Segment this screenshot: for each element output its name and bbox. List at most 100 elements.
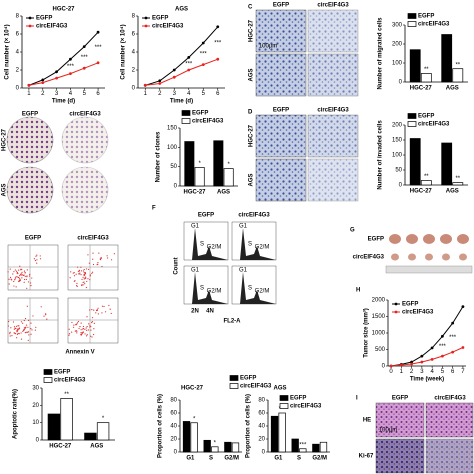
flow-dot	[26, 269, 28, 271]
y-tick-label: 2	[132, 68, 136, 74]
flow-plot	[7, 297, 59, 344]
flow-dot	[93, 328, 95, 330]
flow-dot	[30, 327, 32, 330]
flow-dot	[8, 278, 10, 280]
histogram-frame	[183, 265, 229, 305]
flow-dot	[84, 277, 86, 279]
x-axis-label: Time (week)	[410, 377, 444, 383]
y-axis-label: Proportion of cells (%)	[158, 394, 164, 458]
x-tick-label: S	[297, 456, 301, 462]
flow-dot	[93, 322, 95, 324]
flow-plot	[67, 297, 119, 344]
flow-dot	[31, 277, 33, 279]
flow-dot	[21, 271, 23, 273]
label: circEIF4G3	[77, 236, 109, 242]
flow-dot	[83, 274, 85, 276]
flow-dot	[80, 274, 82, 276]
label: G2/M	[255, 245, 270, 251]
flow-dot	[27, 331, 30, 333]
flow-dot	[34, 329, 36, 331]
flow-dot	[18, 276, 20, 279]
flow-dot	[79, 326, 81, 328]
flow-dot	[23, 329, 25, 331]
flow-plot	[67, 244, 119, 291]
data-point	[461, 305, 465, 308]
bar	[213, 140, 224, 187]
flow-dot	[75, 323, 77, 326]
label: EGFP	[25, 236, 41, 242]
data-point	[187, 56, 191, 59]
x-tick-label: 3	[173, 91, 177, 97]
flow-dot	[43, 315, 45, 317]
flow-dot	[27, 326, 29, 328]
x-tick-label: 1	[144, 91, 148, 97]
flow-plot	[7, 244, 59, 291]
flow-dot	[23, 274, 25, 276]
flow-dot	[84, 333, 86, 335]
flow-dot	[39, 258, 42, 260]
data-point	[410, 360, 414, 364]
significance: ***	[200, 51, 208, 57]
x-tick-label: AGS	[446, 86, 459, 92]
x-tick-label: 3	[420, 369, 424, 375]
flow-dot	[91, 321, 93, 324]
flow-dot	[99, 258, 101, 260]
flow-dot	[76, 282, 78, 285]
flow-dot	[26, 305, 28, 307]
flow-dot	[35, 255, 37, 257]
flow-dot	[91, 321, 93, 323]
chart-title: HGC-27	[181, 386, 204, 392]
y-tick-label: 80	[258, 398, 265, 404]
legend-marker	[28, 24, 32, 28]
significance: ***	[95, 45, 103, 51]
y-tick-label: 300	[392, 23, 403, 29]
significance: ***	[214, 41, 222, 47]
panel-letter: G	[350, 228, 355, 234]
x-tick-label: AGS	[446, 189, 459, 195]
significance: **	[424, 174, 429, 180]
flow-dot	[81, 333, 83, 335]
significance: ***	[279, 407, 287, 413]
flow-dot	[17, 332, 19, 335]
flow-dot	[76, 322, 79, 324]
flow-dot	[76, 266, 79, 268]
bar	[420, 73, 432, 83]
flow-dot	[83, 268, 85, 271]
flow-dot	[71, 321, 73, 324]
flow-dot	[83, 278, 85, 280]
x-tick-label: 2	[41, 91, 45, 97]
flow-dot	[15, 270, 18, 272]
flow-dot	[30, 333, 32, 335]
bar	[203, 439, 211, 453]
flow-dot	[92, 252, 94, 254]
flow-dot	[18, 278, 21, 280]
significance: *	[193, 416, 196, 422]
flow-dot	[27, 281, 30, 283]
data-point	[69, 72, 72, 75]
flow-dot	[16, 272, 18, 274]
legend-label: circEIF4G3	[240, 384, 272, 390]
flow-dot	[9, 335, 11, 337]
flow-dot	[97, 261, 99, 264]
colony-dish	[61, 166, 109, 214]
tumor	[440, 234, 452, 244]
flow-dot	[80, 334, 82, 336]
bar	[278, 412, 286, 453]
bar	[84, 432, 97, 441]
y-tick-label: 1500	[372, 314, 386, 320]
data-point	[55, 76, 58, 80]
cell-image	[255, 53, 307, 97]
flow-dot	[24, 272, 26, 274]
legend-swatch	[407, 113, 417, 119]
x-tick-label: HGC-27	[410, 86, 433, 92]
bar	[184, 141, 195, 187]
x-tick-label: AGS	[90, 444, 103, 450]
legend-label: circEIF4G3	[192, 119, 224, 125]
flow-dot	[97, 313, 99, 315]
flow-dot	[68, 328, 70, 330]
flow-dot	[82, 270, 85, 272]
label: G1	[191, 268, 200, 274]
scale-label: 100µm	[259, 44, 277, 50]
flow-dot	[30, 284, 32, 287]
